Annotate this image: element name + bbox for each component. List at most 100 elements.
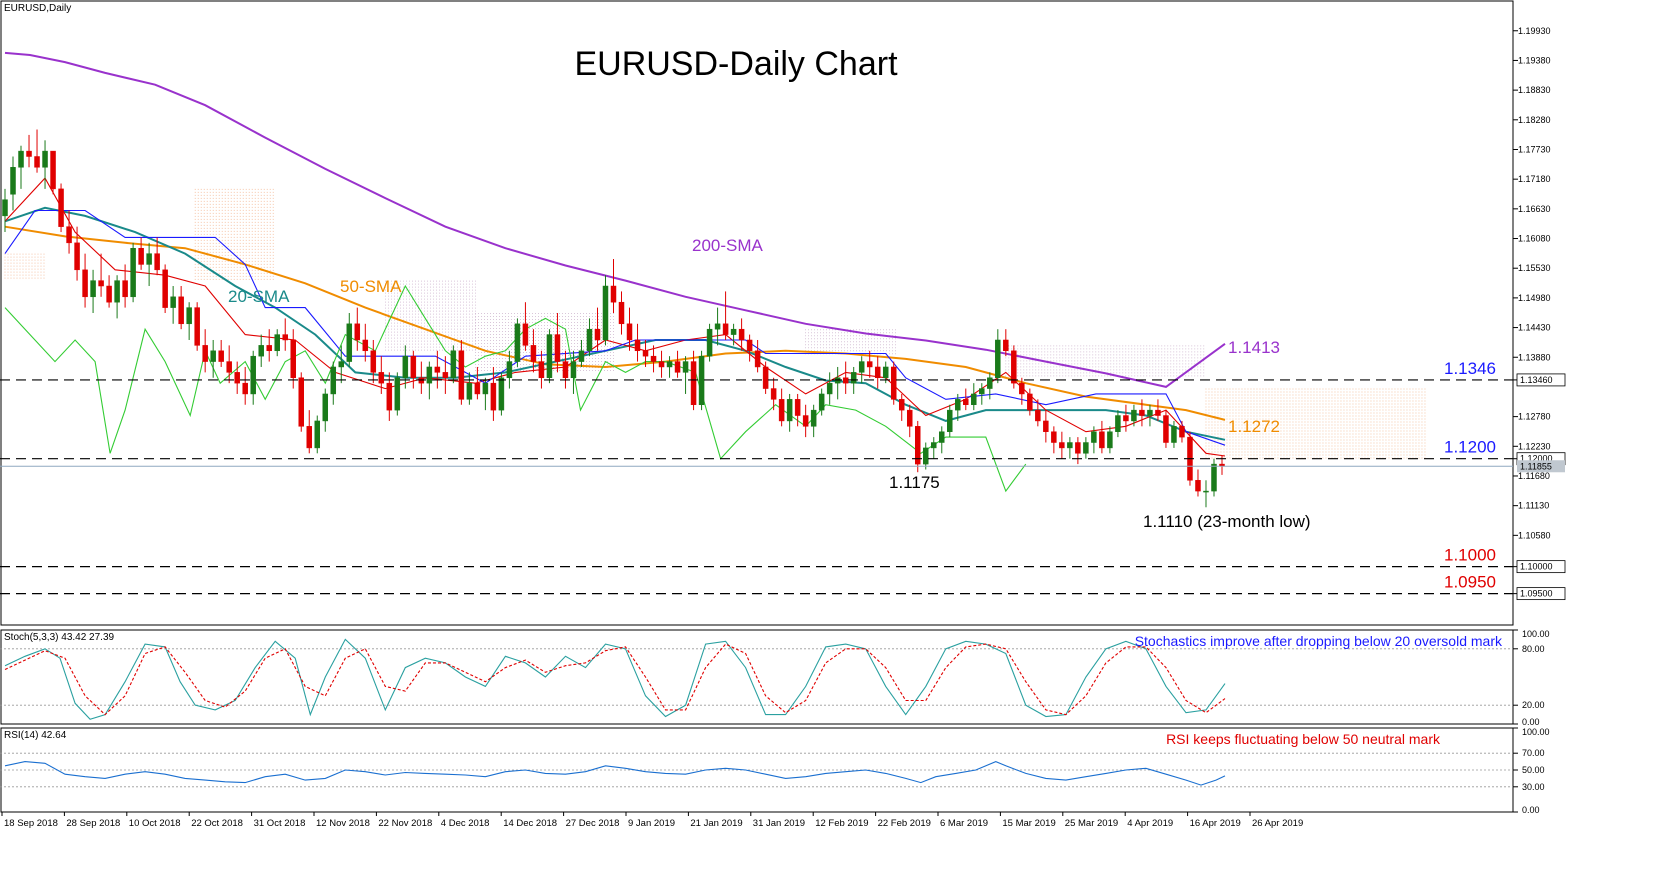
candle <box>82 253 88 308</box>
candle <box>442 356 449 394</box>
candle <box>282 318 288 351</box>
y-tick-label: 1.11130 <box>1518 501 1549 511</box>
candle <box>338 345 345 384</box>
candle <box>250 350 256 405</box>
candle <box>346 313 353 367</box>
x-tick-label: 12 Feb 2019 <box>815 818 868 829</box>
candle <box>1051 426 1057 454</box>
candle <box>987 372 993 400</box>
candle <box>594 307 601 351</box>
candle <box>162 264 168 313</box>
candle <box>114 275 120 319</box>
y-tick-label: 0.00 <box>1522 717 1540 727</box>
level-label: 1.1200 <box>1444 438 1496 457</box>
candle <box>538 350 545 389</box>
candle <box>98 253 104 297</box>
candle <box>1163 410 1169 448</box>
candle <box>258 334 264 367</box>
candle <box>955 393 961 421</box>
candle <box>770 377 777 411</box>
x-tick-label: 31 Jan 2019 <box>753 818 805 829</box>
x-tick-label: 25 Mar 2019 <box>1065 818 1118 829</box>
y-tick-label: 1.13880 <box>1518 352 1551 362</box>
candle <box>130 242 136 303</box>
x-tick-label: 27 Dec 2018 <box>566 818 620 829</box>
candle <box>1091 426 1097 454</box>
x-tick-label: 6 Mar 2019 <box>940 818 988 829</box>
candle <box>562 350 569 389</box>
candle <box>194 302 200 351</box>
candle <box>402 345 409 389</box>
candle <box>298 372 304 432</box>
x-tick-label: 4 Dec 2018 <box>441 818 490 829</box>
candle <box>995 329 1001 384</box>
chart-title: EURUSD-Daily Chart <box>574 45 898 83</box>
candle <box>682 356 689 394</box>
candle <box>762 361 769 394</box>
candle <box>963 388 969 411</box>
candle <box>2 188 8 233</box>
level-axis-box <box>1516 373 1566 387</box>
price-frame <box>0 0 1514 626</box>
candle <box>1059 431 1065 459</box>
candle <box>186 302 192 340</box>
chart-annotation: 1.1413 <box>1228 338 1280 357</box>
series-line-rsi <box>4 761 1226 786</box>
candle <box>1147 404 1153 427</box>
candle <box>530 329 537 373</box>
y-tick-label: 1.19930 <box>1518 26 1551 36</box>
candle <box>1179 420 1185 443</box>
candle <box>26 134 32 168</box>
candle <box>674 350 681 378</box>
y-tick-label: 30.00 <box>1522 782 1545 792</box>
candle <box>802 404 809 438</box>
candle <box>754 339 761 373</box>
level-axis-label: 1.12000 <box>1520 454 1553 464</box>
current-price-label: 1.11855 <box>1520 461 1552 471</box>
y-tick-label: 1.12780 <box>1518 412 1551 422</box>
candle <box>122 264 128 308</box>
candle <box>778 388 785 427</box>
candle <box>1067 437 1073 459</box>
candle <box>1115 410 1121 438</box>
candle <box>10 156 16 211</box>
chart-annotation: 1.1272 <box>1228 417 1280 436</box>
candle <box>482 377 489 411</box>
x-tick-label: 26 Apr 2019 <box>1252 818 1303 829</box>
candle <box>514 318 521 367</box>
candle <box>210 339 216 378</box>
candle <box>1011 345 1017 389</box>
current-price-box <box>1517 460 1565 473</box>
x-tick-label: 10 Oct 2018 <box>129 818 181 829</box>
candle <box>1211 458 1217 497</box>
series-line--k <box>4 638 1226 720</box>
candle <box>290 329 296 389</box>
y-tick-label: 1.17730 <box>1518 144 1551 154</box>
candle <box>866 350 873 378</box>
candle <box>106 275 112 308</box>
candle <box>202 329 208 373</box>
candle <box>730 323 737 346</box>
y-tick-label: 1.16080 <box>1518 234 1551 244</box>
candle <box>698 350 705 411</box>
y-tick-label: 100.00 <box>1522 629 1550 639</box>
candle <box>466 372 473 405</box>
candle <box>474 366 481 400</box>
candle <box>706 323 713 362</box>
candle <box>906 404 913 438</box>
candle <box>354 307 361 351</box>
candle <box>1155 399 1161 421</box>
y-tick-label: 1.11680 <box>1518 471 1550 481</box>
candle <box>890 361 897 405</box>
candle <box>650 345 657 373</box>
candle <box>554 313 561 373</box>
candle <box>266 329 272 362</box>
candle <box>1075 437 1081 465</box>
candle <box>498 372 505 416</box>
candle <box>522 302 529 351</box>
candle <box>738 318 745 351</box>
candle <box>947 404 953 438</box>
candle <box>1035 399 1041 427</box>
y-tick-label: 100.00 <box>1522 727 1550 737</box>
candle <box>1131 404 1137 427</box>
